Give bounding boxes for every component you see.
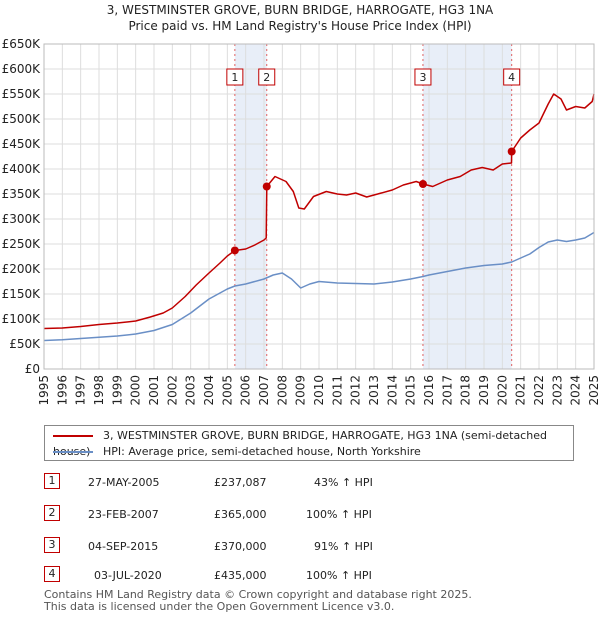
y-tick-label: £550K [2,87,42,101]
transaction-price: £370,000 [214,540,267,553]
x-tick-label: 2016 [422,375,436,406]
sale-point [262,182,271,191]
transaction-badge-chart-label: 4 [508,71,515,84]
transaction-badge-chart-label: 2 [263,71,270,84]
x-tick-label: 2025 [587,375,600,406]
x-tick-label: 2000 [129,375,143,406]
transaction-badge-chart-label: 3 [419,71,426,84]
transaction-date: 23-FEB-2007 [88,508,159,521]
y-tick-label: £350K [2,187,42,201]
footer-copyright: Contains HM Land Registry data © Crown c… [44,588,472,601]
transaction-badge: 2 [44,505,60,521]
transaction-badge-chart-label: 1 [231,71,238,84]
x-tick-label: 2015 [404,375,418,406]
shaded-period [422,44,512,369]
transaction-price: £365,000 [214,508,267,521]
x-tick-label: 1998 [92,375,106,406]
transaction-row: 2 23-FEB-2007 £365,000 100% ↑ HPI [44,505,584,525]
x-tick-label: 2010 [312,375,326,406]
transaction-date: 27-MAY-2005 [88,476,160,489]
chart-subtitle: Price paid vs. HM Land Registry's House … [128,19,471,33]
transaction-badge-chart [414,68,432,86]
x-tick-label: 2007 [257,375,271,406]
x-tick-label: 1997 [74,375,88,406]
transaction-badge: 4 [44,566,60,582]
transaction-hpi: 100% ↑ HPI [306,569,372,582]
transaction-badge: 1 [44,473,60,489]
transaction-row: 3 04-SEP-2015 £370,000 91% ↑ HPI [44,537,584,557]
transaction-hpi: 100% ↑ HPI [306,508,372,521]
x-tick-label: 2005 [220,375,234,406]
footer: Contains HM Land Registry data © Crown c… [44,589,472,613]
y-tick-label: £500K [2,112,42,126]
y-tick-label: £400K [2,162,42,176]
x-tick-label: 1996 [55,375,69,406]
legend-swatch-hpi [53,451,93,453]
x-tick-label: 2013 [367,375,381,406]
y-tick-label: £650K [2,37,42,51]
property-price-line [43,93,595,330]
legend: 3, WESTMINSTER GROVE, BURN BRIDGE, HARRO… [44,425,574,461]
transaction-price: £435,000 [214,569,267,582]
y-tick-label: £250K [2,237,42,251]
x-tick-label: 2011 [330,375,344,406]
sale-point [507,147,516,156]
y-tick-label: £0 [25,362,40,376]
transaction-date: 03-JUL-2020 [94,569,162,582]
x-tick-label: 2019 [477,375,491,406]
x-tick-label: 2008 [275,375,289,406]
x-tick-label: 2023 [550,375,564,406]
hpi-line [43,231,595,342]
x-tick-label: 2020 [495,375,509,406]
x-tick-label: 2009 [294,375,308,406]
y-tick-label: £50K [9,337,41,351]
y-tick-label: £150K [2,287,42,301]
x-tick-label: 2002 [165,375,179,406]
x-tick-label: 2021 [514,375,528,406]
y-tick-label: £300K [2,212,42,226]
transaction-badge-chart [258,68,276,86]
y-tick-label: £100K [2,312,42,326]
x-tick-label: 2001 [147,375,161,406]
transaction-hpi: 91% ↑ HPI [314,540,373,553]
sale-point [418,180,427,188]
footer-licence: This data is licensed under the Open Gov… [44,600,395,613]
x-tick-label: 2012 [349,375,363,406]
shaded-period [234,44,267,369]
transaction-row: 4 03-JUL-2020 £435,000 100% ↑ HPI [44,566,584,586]
x-tick-label: 2022 [532,375,546,406]
transaction-row: 1 27-MAY-2005 £237,087 43% ↑ HPI [44,473,584,493]
x-tick-label: 2006 [239,375,253,406]
legend-swatch-property [53,435,93,437]
sale-point [230,246,239,255]
x-tick-label: 2017 [440,375,454,406]
x-tick-label: 1999 [110,375,124,406]
chart-title: 3, WESTMINSTER GROVE, BURN BRIDGE, HARRO… [107,3,494,17]
price-chart: 3, WESTMINSTER GROVE, BURN BRIDGE, HARRO… [2,3,600,406]
plot-border [43,43,595,370]
y-tick-label: £600K [2,62,42,76]
legend-label-hpi: HPI: Average price, semi-detached house,… [103,445,421,458]
x-tick-label: 2024 [569,375,583,406]
transaction-badge-chart [503,68,521,86]
legend-item-hpi: HPI: Average price, semi-detached house,… [53,444,421,460]
legend-item-property: 3, WESTMINSTER GROVE, BURN BRIDGE, HARRO… [53,428,573,458]
x-tick-label: 1995 [37,375,51,406]
transaction-price: £237,087 [214,476,267,489]
transaction-badge: 3 [44,537,60,553]
x-tick-label: 2003 [184,375,198,406]
x-tick-label: 2018 [459,375,473,406]
y-tick-label: £450K [2,137,42,151]
y-tick-label: £200K [2,262,42,276]
plot-area: £0 £50K £100K £150K £200K £250K £300K £350K £400… [2,37,600,406]
transaction-badge-chart [226,68,244,86]
x-tick-label: 2004 [202,375,216,406]
transaction-date: 04-SEP-2015 [88,540,159,553]
transaction-hpi: 43% ↑ HPI [314,476,373,489]
x-tick-label: 2014 [385,375,399,406]
